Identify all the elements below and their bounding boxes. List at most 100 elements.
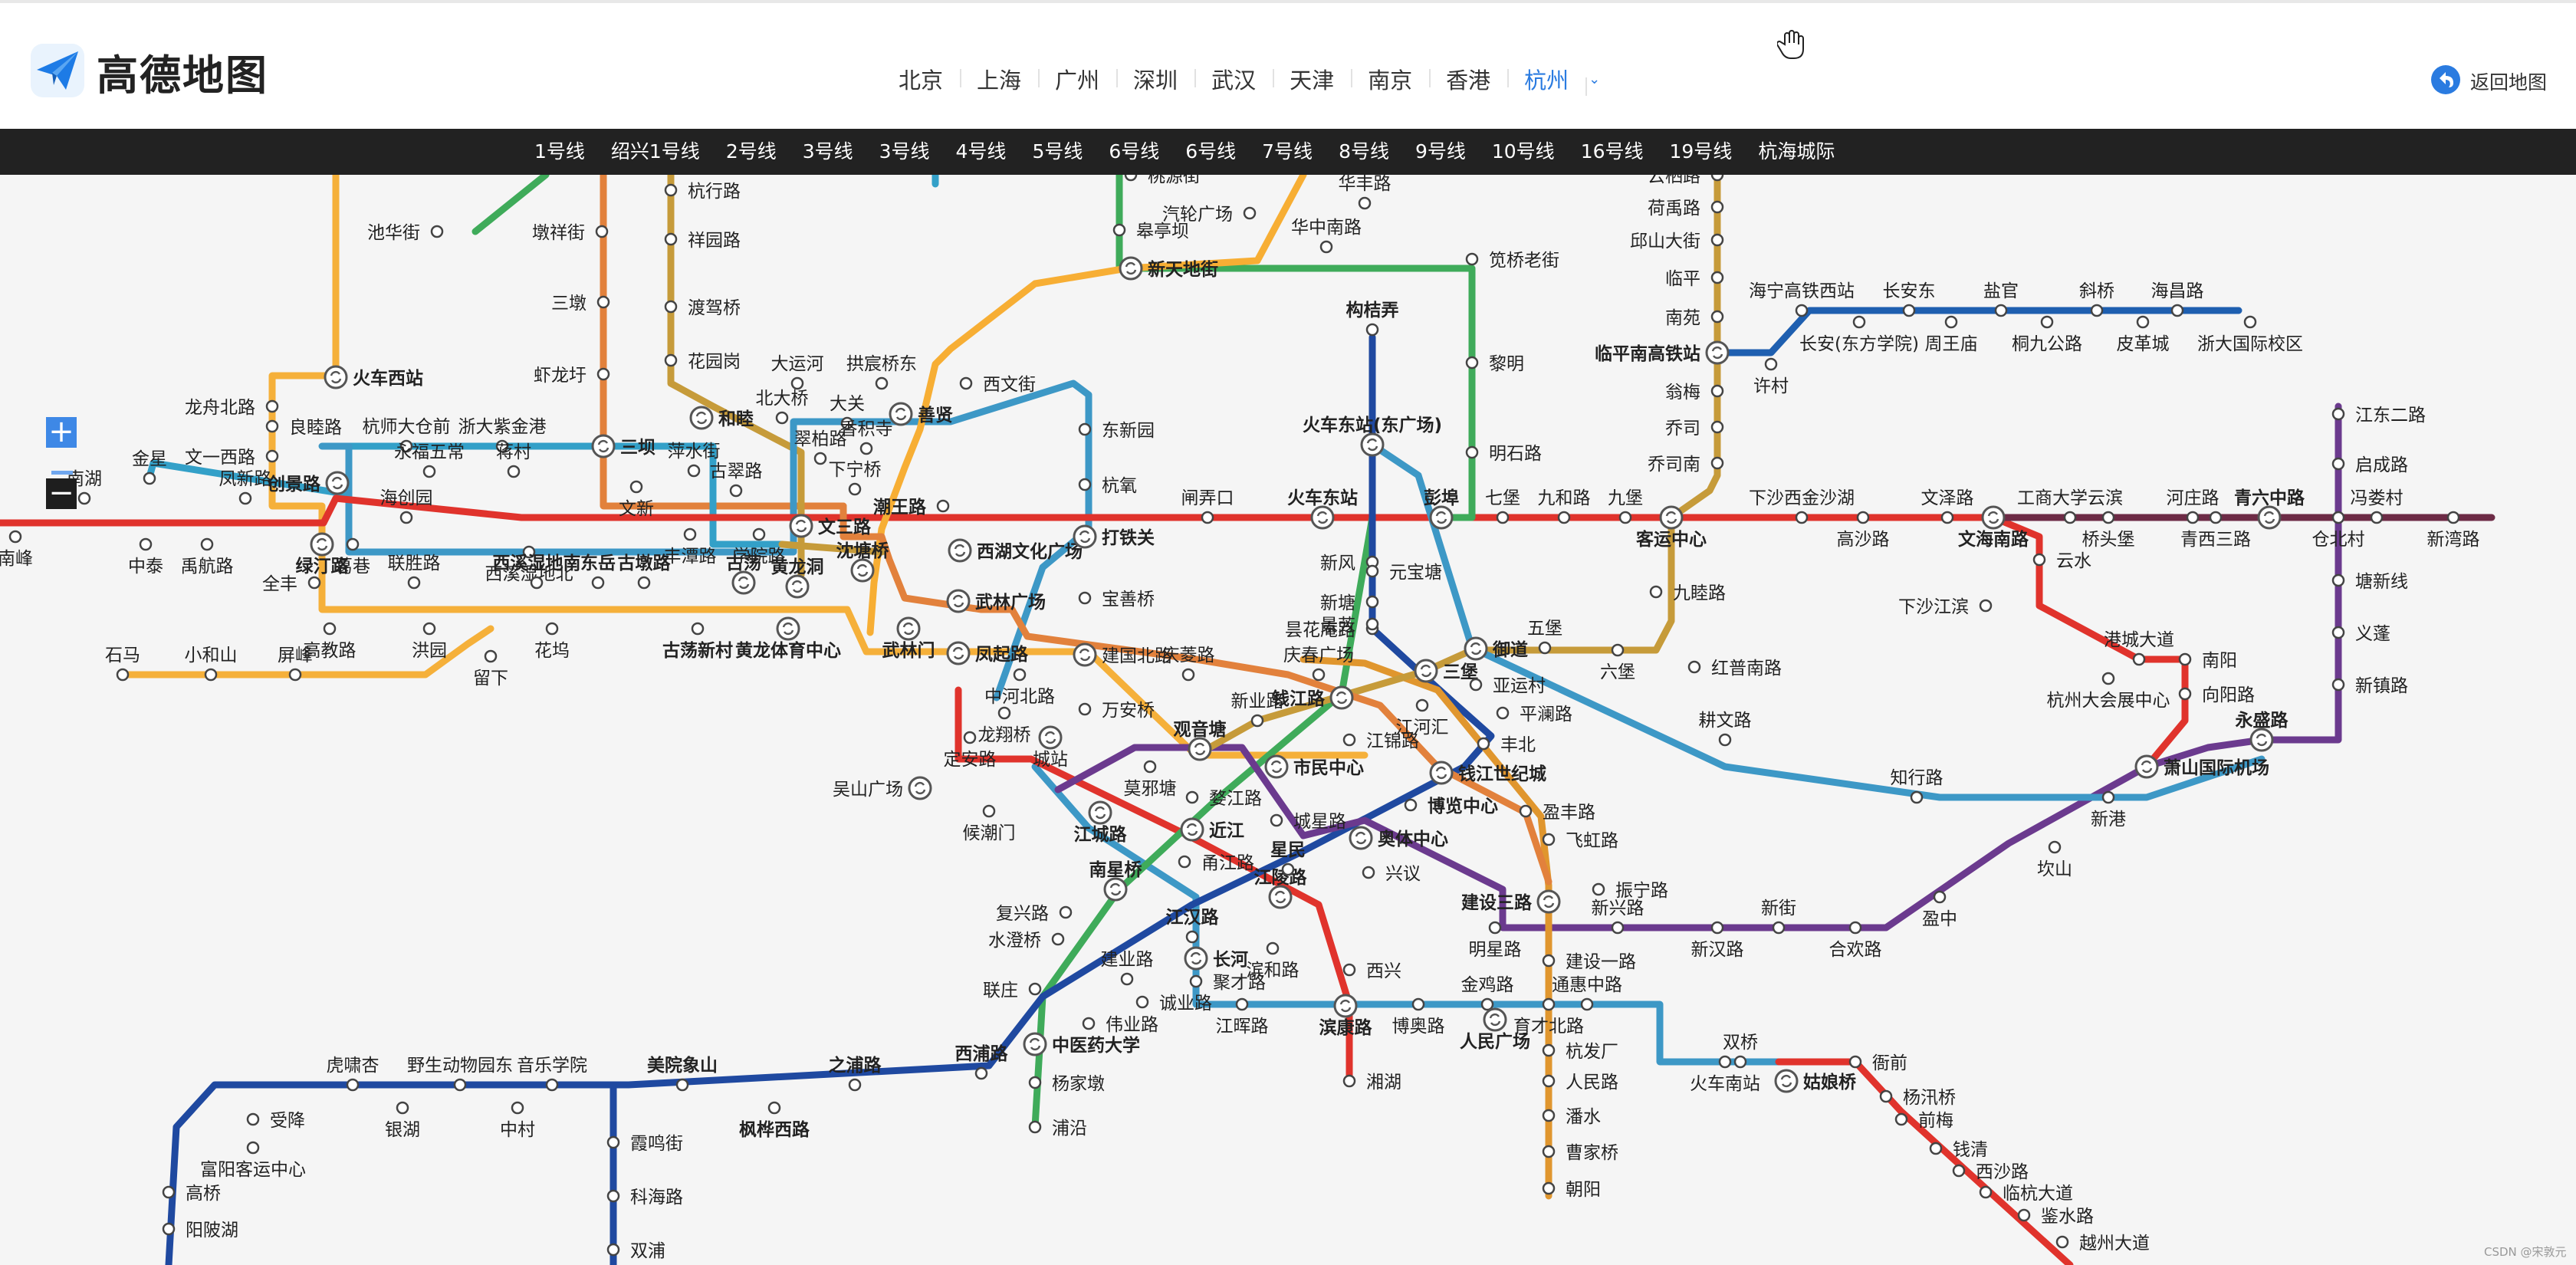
station[interactable]: 三坝 (591, 434, 656, 458)
station[interactable]: 武林广场 (946, 589, 1046, 613)
station[interactable]: 构桔弄 (1346, 300, 1399, 337)
station[interactable]: 知行路 (1891, 768, 1944, 804)
line-tab[interactable]: 4号线 (955, 140, 1007, 163)
station[interactable]: 博览中心 (1404, 796, 1498, 816)
station[interactable]: 元宝塘 (1365, 563, 1442, 583)
station[interactable]: 西溪湿地北 (485, 545, 573, 584)
station[interactable]: 临平 (1665, 269, 1724, 289)
station[interactable]: 九睦路 (1649, 583, 1726, 603)
back-to-map-button[interactable]: 返回地图 (2430, 64, 2547, 98)
station[interactable]: 人民路 (1542, 1073, 1618, 1092)
station[interactable]: 江东二路 (2331, 406, 2426, 426)
station[interactable]: 中医药大学 (1023, 1032, 1140, 1056)
line-tab[interactable]: 1号线 (534, 140, 585, 163)
line-tab[interactable]: 绍兴1号线 (610, 140, 700, 163)
station[interactable]: 皮革城 (2117, 315, 2170, 354)
station[interactable]: 盐官 (1983, 281, 2019, 317)
city-tab[interactable]: 香港 (1429, 63, 1507, 95)
station[interactable]: 钱清 (1929, 1140, 1988, 1160)
station[interactable]: 古翠路 (710, 462, 763, 498)
station[interactable]: 下沙江滨 (1898, 597, 1993, 617)
station[interactable]: 永盛路 (2236, 710, 2289, 752)
station[interactable]: 中村 (500, 1101, 535, 1140)
station[interactable]: 文三路 (789, 514, 872, 538)
station[interactable]: 丰潭路 (664, 527, 717, 567)
station[interactable]: 六堡 (1600, 643, 1635, 682)
station[interactable]: 甬江路 (1178, 853, 1254, 873)
station[interactable]: 三堡 (1414, 659, 1478, 683)
station[interactable]: 婺江路 (1185, 789, 1262, 809)
station[interactable]: 平澜路 (1496, 705, 1572, 724)
station[interactable]: 明星路 (1469, 921, 1522, 960)
station[interactable]: 建业路 (1101, 950, 1154, 986)
station[interactable]: 浦沿 (1028, 1119, 1087, 1138)
line-tab[interactable]: 6号线 (1185, 140, 1237, 163)
station[interactable]: 钱江路 (1272, 685, 1354, 710)
station[interactable]: 大关 (830, 394, 865, 430)
city-tab[interactable]: 北京 (899, 67, 944, 94)
station[interactable]: 受降 (246, 1111, 305, 1131)
station[interactable]: 高沙路 (1837, 511, 1890, 550)
station[interactable]: 定安路 (944, 731, 997, 770)
station[interactable]: 飞虹路 (1542, 831, 1618, 851)
station[interactable]: 海昌路 (2151, 281, 2204, 317)
station[interactable]: 西湖文化广场 (948, 538, 1083, 563)
line-tab[interactable]: 8号线 (1339, 140, 1389, 163)
station[interactable]: 古荡 (726, 553, 761, 595)
station[interactable]: 新业路 (1231, 692, 1284, 728)
station[interactable]: 杨家墩 (1028, 1074, 1105, 1094)
station[interactable]: 杭行路 (664, 182, 741, 202)
zoom-slider[interactable] (51, 471, 73, 475)
station[interactable]: 黎明 (1465, 354, 1524, 374)
station[interactable]: 黄龙洞 (771, 557, 824, 599)
station[interactable]: 黄龙体育中心 (735, 616, 841, 661)
station[interactable]: 启成路 (2331, 455, 2408, 475)
station[interactable]: 星民 (1270, 840, 1306, 876)
station[interactable]: 昙花庵路 (1285, 620, 1379, 640)
station[interactable]: 湘湖 (1342, 1073, 1401, 1092)
station[interactable]: 丰北 (1477, 735, 1536, 755)
station[interactable]: 凤起路 (946, 641, 1029, 665)
station[interactable]: 九和路 (1538, 488, 1591, 524)
station[interactable]: 萍水街 (668, 442, 721, 478)
station[interactable]: 西文街 (959, 375, 1036, 395)
station[interactable]: 长河 (1184, 946, 1248, 971)
station[interactable]: 衙前 (1848, 1053, 1907, 1073)
station[interactable]: 江河汇 (1396, 698, 1449, 738)
station[interactable]: 金星 (132, 449, 167, 485)
station[interactable]: 汽轮广场 (1162, 205, 1257, 225)
line-tab[interactable]: 7号线 (1262, 140, 1313, 163)
station[interactable]: 南星桥 (1089, 859, 1143, 902)
station[interactable]: 文新 (619, 480, 654, 519)
station[interactable]: 青西三路 (2180, 511, 2251, 550)
station[interactable]: 香积寺 (840, 419, 893, 455)
station[interactable]: 候潮门 (963, 804, 1016, 843)
station[interactable]: 文一西路 (185, 448, 279, 468)
station[interactable]: 桐九公路 (2012, 315, 2082, 354)
station[interactable]: 西兴 (1342, 961, 1401, 981)
line-tab[interactable]: 19号线 (1669, 140, 1733, 163)
station[interactable]: 笕桥老街 (1465, 251, 1559, 271)
station[interactable]: 杭师大仓前 (363, 417, 451, 453)
station[interactable]: 诚业路 (1135, 994, 1212, 1014)
station[interactable]: 火车西站 (324, 365, 423, 389)
station[interactable]: 莫邪塘 (1124, 760, 1177, 799)
station[interactable]: 建设一路 (1542, 952, 1636, 972)
station[interactable]: 石马 (105, 646, 140, 682)
station[interactable]: 海创园 (380, 488, 433, 524)
station[interactable]: 联胜路 (388, 554, 441, 590)
station[interactable]: 创景路 (267, 471, 350, 495)
station[interactable]: 亚运村 (1469, 676, 1546, 696)
station[interactable]: 美院象山 (647, 1055, 718, 1092)
metro-map[interactable]: 池华街 墩祥街 杭行路 祥园路 三墩 渡驾桥 虾龙圩 花园岗 火车西站 龙舟北路 良睦路 杭师大仓前浙… (0, 175, 2576, 1265)
station[interactable]: 西溪湿地南 (493, 554, 581, 590)
station[interactable]: 塘新线 (2331, 572, 2408, 592)
station[interactable]: 富阳客运中心 (200, 1141, 306, 1180)
station[interactable]: 聚才路 (1189, 973, 1266, 993)
line-tab[interactable]: 9号线 (1414, 140, 1466, 163)
station[interactable]: 斜桥 (2079, 281, 2114, 317)
station[interactable]: 火车东站(东广场) (1303, 415, 1442, 457)
line-tab[interactable]: 6号线 (1109, 140, 1160, 163)
station[interactable]: 杨汛桥 (1879, 1088, 1956, 1108)
station[interactable]: 之浦路 (829, 1055, 882, 1092)
